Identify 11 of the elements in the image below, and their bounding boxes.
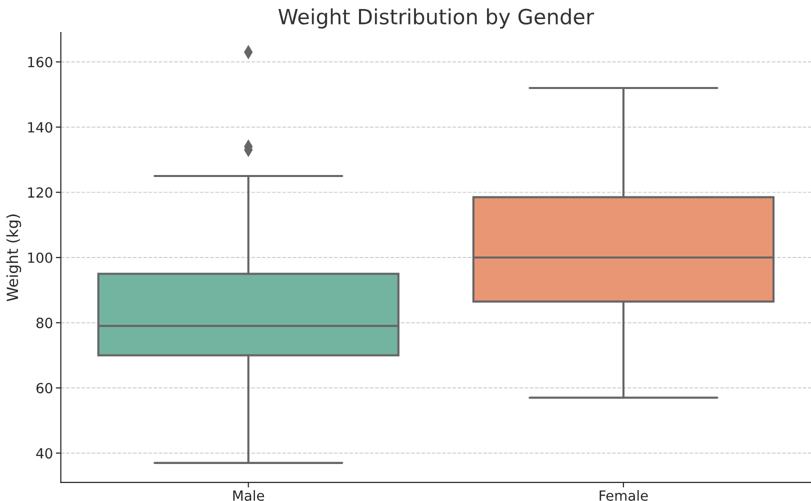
x-tick-label: Female — [600, 490, 648, 501]
y-tick-label: 60 — [36, 382, 52, 394]
y-tick-label: 140 — [28, 122, 52, 133]
x-tick-label: Male — [233, 490, 264, 501]
y-tick-label: 160 — [28, 56, 52, 68]
y-tick-label: 80 — [36, 318, 52, 328]
chart-title: Weight Distribution by Gender — [278, 8, 594, 29]
y-axis-title: Weight (kg) — [6, 214, 22, 302]
y-tick-label: 120 — [28, 187, 52, 198]
y-tick-label: 100 — [28, 252, 52, 263]
y-tick-label: 40 — [36, 448, 52, 459]
